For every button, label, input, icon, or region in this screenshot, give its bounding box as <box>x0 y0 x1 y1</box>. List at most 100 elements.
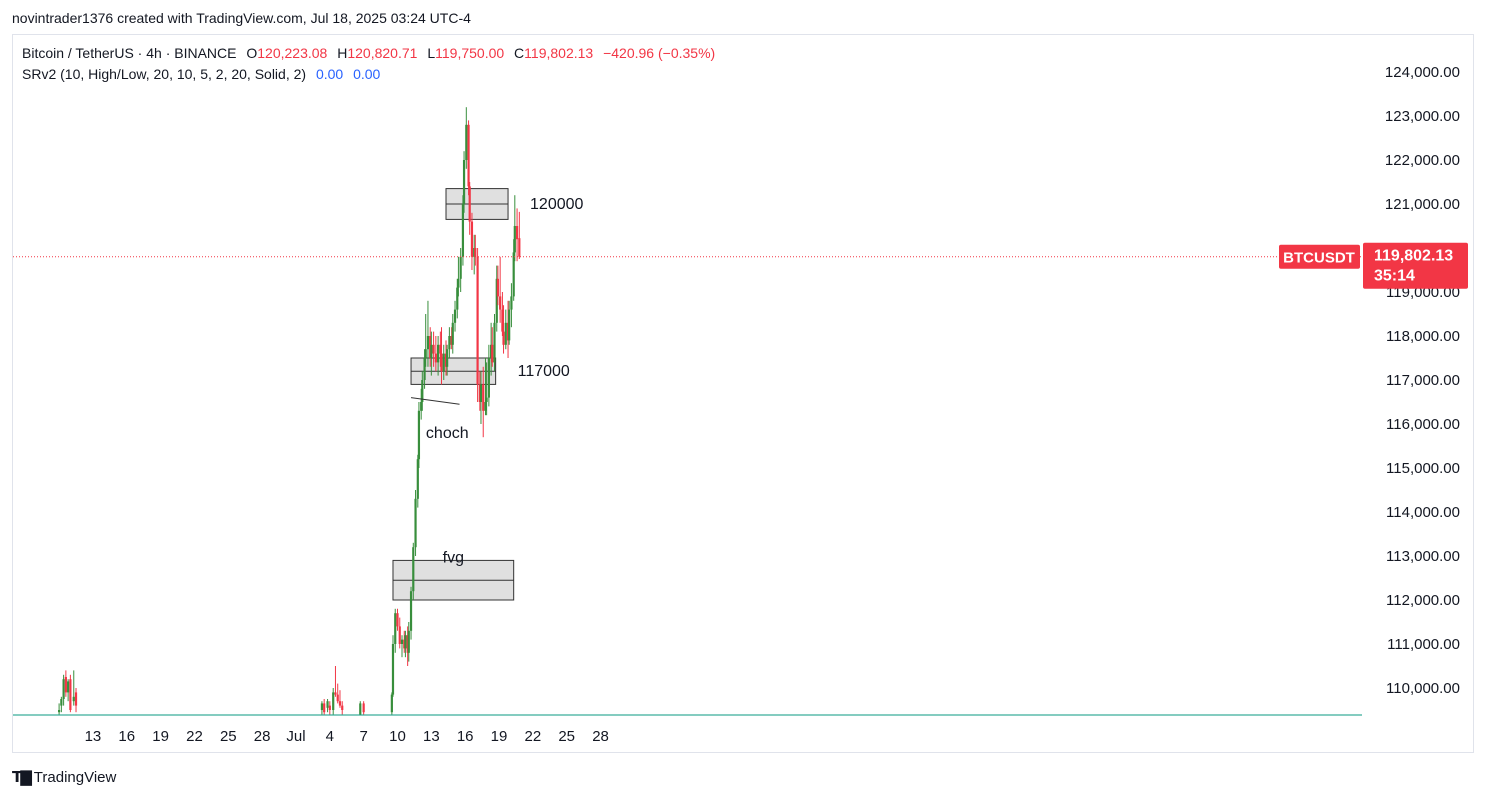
candle-down[interactable] <box>334 692 337 695</box>
symbol-title[interactable]: Bitcoin / TetherUS · 4h · BINANCE <box>22 45 237 61</box>
candle-down[interactable] <box>444 353 448 367</box>
candle-up[interactable] <box>67 681 70 693</box>
candle-down[interactable] <box>502 331 505 345</box>
candle-up[interactable] <box>513 226 516 253</box>
candle-down[interactable] <box>476 256 479 385</box>
candle-up[interactable] <box>416 459 419 499</box>
candle-up[interactable] <box>512 252 515 297</box>
price-tag[interactable] <box>1363 242 1468 289</box>
candle-up[interactable] <box>493 322 496 363</box>
candle-up[interactable] <box>426 336 430 350</box>
candle-down[interactable] <box>429 336 432 358</box>
candle-up[interactable] <box>484 402 487 411</box>
candle-down[interactable] <box>398 626 401 644</box>
candle-up[interactable] <box>446 349 449 367</box>
candle-up[interactable] <box>442 353 445 372</box>
chart-attribution: novintrader1376 created with TradingView… <box>12 10 471 26</box>
candle-down[interactable] <box>450 336 453 345</box>
candle-up[interactable] <box>430 344 433 358</box>
candle-up[interactable] <box>473 248 476 257</box>
candle-up[interactable] <box>485 397 488 402</box>
tradingview-branding[interactable]: T▇ TradingView <box>12 768 116 786</box>
candle-up[interactable] <box>459 256 462 279</box>
candle-up[interactable] <box>490 344 493 358</box>
candle-up[interactable] <box>320 703 324 710</box>
candle-down[interactable] <box>362 703 365 713</box>
candle-down[interactable] <box>515 226 519 240</box>
candle-down[interactable] <box>496 278 499 297</box>
candle-down[interactable] <box>468 186 471 222</box>
candle-down[interactable] <box>64 677 67 693</box>
candle-up[interactable] <box>487 358 490 398</box>
candle-up[interactable] <box>462 160 466 204</box>
candle-up[interactable] <box>421 380 424 402</box>
indicator-title[interactable]: SRv2 (10, High/Low, 20, 10, 5, 2, 20, So… <box>22 66 307 82</box>
candle-up[interactable] <box>465 124 468 160</box>
candle-down[interactable] <box>439 344 442 354</box>
candle-up[interactable] <box>448 336 451 350</box>
candle-down[interactable] <box>470 221 474 257</box>
candle-down[interactable] <box>323 703 326 713</box>
candle-up[interactable] <box>62 679 65 699</box>
y-tick-label: 121,000.00 <box>1385 196 1460 213</box>
candle-up[interactable] <box>409 591 413 631</box>
low-value: 119,750.00 <box>435 45 505 61</box>
candle-down[interactable] <box>338 701 342 706</box>
candle-up[interactable] <box>461 204 465 257</box>
candle-up[interactable] <box>412 547 415 592</box>
candle-up[interactable] <box>332 692 335 710</box>
symbol-legend[interactable]: Bitcoin / TetherUS · 4h · BINANCE O120,2… <box>22 45 715 61</box>
candle-down[interactable] <box>491 344 494 363</box>
candle-up[interactable] <box>60 699 63 706</box>
candle-up[interactable] <box>326 701 329 708</box>
candle-down[interactable] <box>434 353 437 363</box>
symbol-tag[interactable] <box>1279 244 1360 269</box>
candle-down[interactable] <box>396 613 399 627</box>
candle-down[interactable] <box>403 639 406 649</box>
candle-up[interactable] <box>420 402 423 411</box>
choch-line[interactable] <box>410 397 460 405</box>
indicator-legend[interactable]: SRv2 (10, High/Low, 20, 10, 5, 2, 20, So… <box>22 66 380 82</box>
candle-up[interactable] <box>456 287 459 310</box>
candle-down[interactable] <box>69 679 72 710</box>
candle-up[interactable] <box>457 278 460 288</box>
candle-down[interactable] <box>336 694 339 702</box>
candle-down[interactable] <box>501 309 504 332</box>
candle-up[interactable] <box>390 694 393 713</box>
candle-down[interactable] <box>328 705 331 710</box>
candle-up[interactable] <box>437 344 440 363</box>
candle-down[interactable] <box>482 384 485 411</box>
candle-up[interactable] <box>391 644 395 695</box>
candle-down[interactable] <box>74 692 78 706</box>
candle-down[interactable] <box>499 296 502 310</box>
candle-up[interactable] <box>72 696 75 702</box>
candle-up[interactable] <box>359 703 362 715</box>
candle-up[interactable] <box>495 278 498 323</box>
candle-up[interactable] <box>417 410 421 460</box>
candle-up[interactable] <box>407 630 410 653</box>
candle-up[interactable] <box>423 358 426 380</box>
candle-down[interactable] <box>478 384 481 402</box>
candle-up[interactable] <box>394 613 397 644</box>
candle-up[interactable] <box>504 322 507 345</box>
candle-up[interactable] <box>510 296 513 310</box>
candle-down[interactable] <box>474 248 477 257</box>
candle-up[interactable] <box>479 384 483 402</box>
candle-down[interactable] <box>406 635 409 653</box>
candle-down[interactable] <box>467 124 470 187</box>
candle-down[interactable] <box>440 353 443 372</box>
candle-up[interactable] <box>404 635 407 649</box>
candle-up[interactable] <box>453 309 457 323</box>
candle-down[interactable] <box>432 344 435 354</box>
candle-up[interactable] <box>58 710 61 713</box>
candle-up[interactable] <box>400 639 404 644</box>
candle-up[interactable] <box>508 309 511 341</box>
candle-down[interactable] <box>506 322 510 341</box>
candle-up[interactable] <box>414 498 417 548</box>
candle-up[interactable] <box>424 349 427 358</box>
candle-down[interactable] <box>518 238 521 257</box>
candle-up[interactable] <box>451 322 454 345</box>
x-tick-label: 28 <box>254 728 271 745</box>
candle-down[interactable] <box>341 705 344 710</box>
